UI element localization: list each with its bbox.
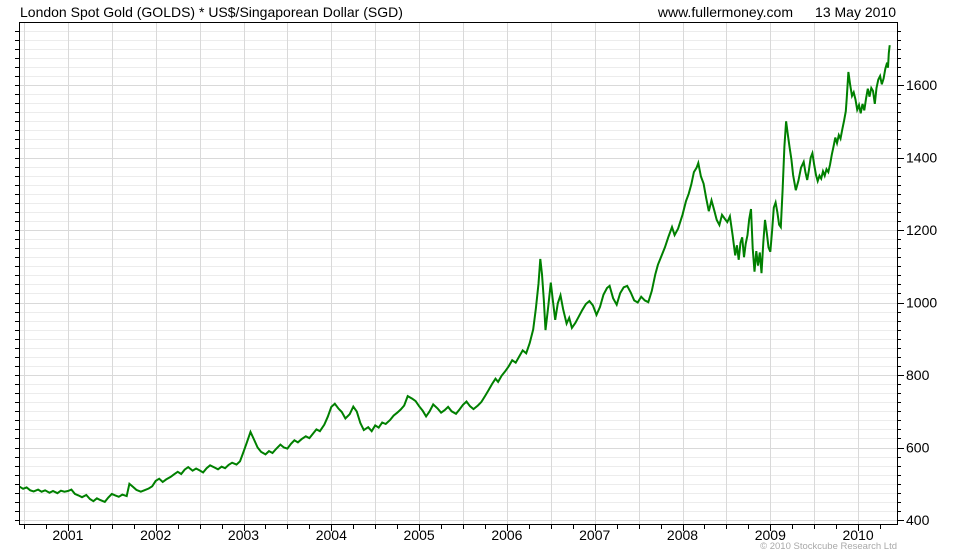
copyright-label: © 2010 Stockcube Research Ltd — [760, 541, 897, 552]
chart-title: London Spot Gold (GOLDS) * US$/Singapore… — [20, 4, 403, 20]
x-axis-label: 2002 — [140, 527, 171, 543]
y-axis-label: 600 — [906, 440, 930, 456]
y-axis-label: 400 — [906, 512, 930, 528]
y-axis-label: 1000 — [906, 295, 937, 311]
x-axis-label: 2005 — [404, 527, 435, 543]
x-axis-label: 2004 — [316, 527, 347, 543]
y-axis-label: 800 — [906, 367, 930, 383]
date-label: 13 May 2010 — [815, 4, 896, 20]
plot-border — [19, 22, 898, 525]
y-axis-label: 1600 — [906, 77, 937, 93]
x-axis-label: 2006 — [491, 527, 522, 543]
x-axis-label: 2010 — [843, 527, 874, 543]
x-axis-label: 2003 — [228, 527, 259, 543]
x-axis-label: 2008 — [667, 527, 698, 543]
x-axis-label: 2009 — [755, 527, 786, 543]
price-line — [19, 45, 891, 504]
y-axis-label: 1400 — [906, 150, 937, 166]
y-axis-label: 1200 — [906, 222, 937, 238]
x-axis-label: 2001 — [52, 527, 83, 543]
x-axis-label: 2007 — [579, 527, 610, 543]
website-label: www.fullermoney.com — [657, 4, 793, 20]
